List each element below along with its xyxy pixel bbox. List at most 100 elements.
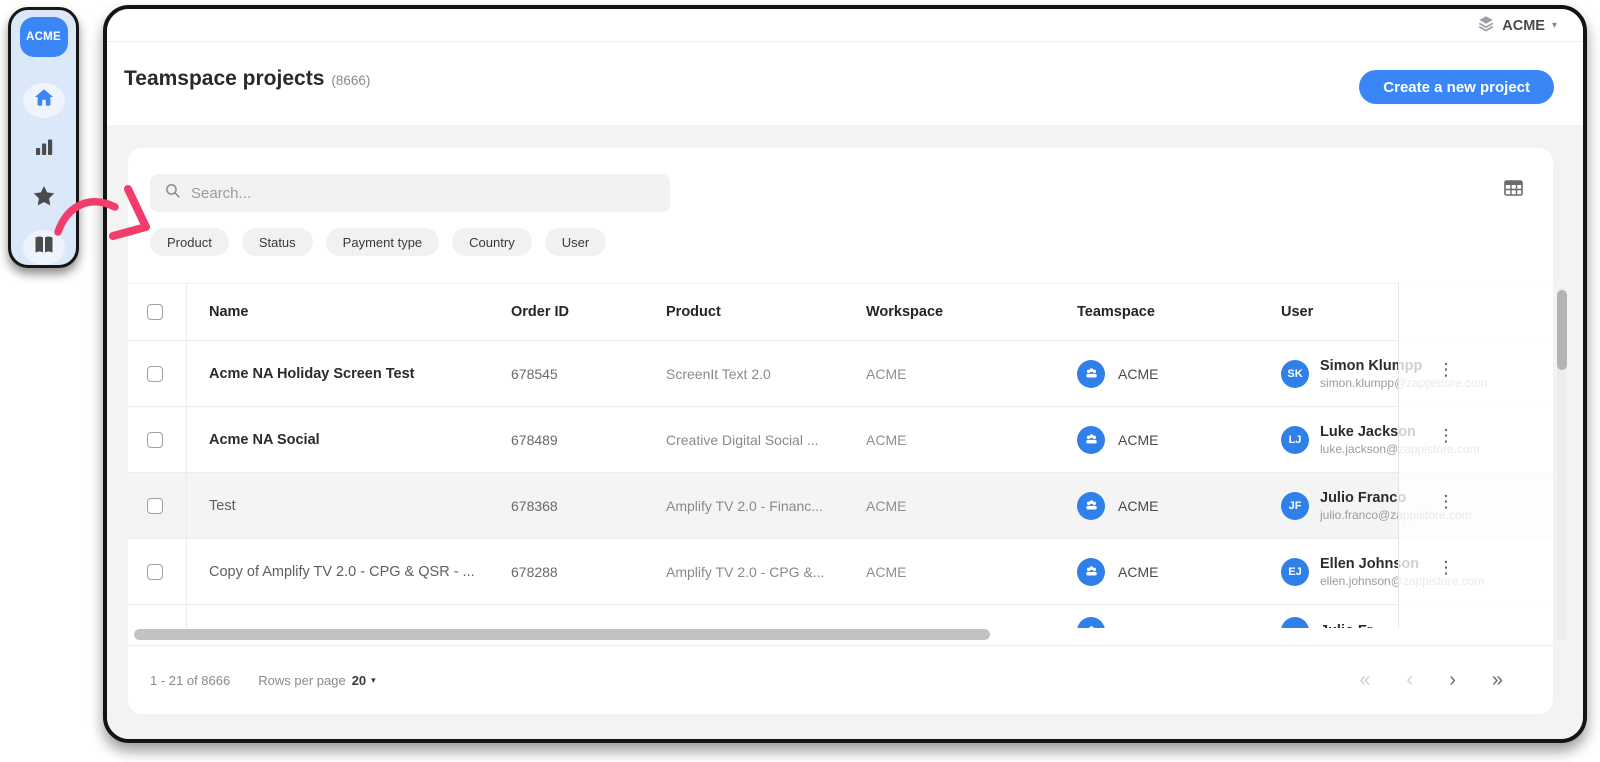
product-name: Amplify TV 2.0 - CPG &... [666, 563, 825, 580]
column-header-product[interactable]: Product [666, 304, 721, 320]
last-page-button[interactable]: » [1491, 669, 1503, 691]
workspace-value: ACME [866, 365, 907, 382]
teamspace-name: ACME [1118, 365, 1159, 382]
column-header-order-id[interactable]: Order ID [511, 304, 570, 320]
create-project-button[interactable]: Create a new project [1359, 70, 1554, 104]
row-menu-icon[interactable]: ⋮ [1437, 360, 1455, 379]
actions-column-divider [1398, 283, 1399, 628]
table-row[interactable]: Acme NA Holiday Screen Test 678545 Scree… [128, 341, 1553, 407]
row-menu-icon[interactable]: ⋮ [1437, 426, 1455, 445]
row-menu-icon[interactable]: ⋮ [1437, 558, 1455, 577]
row-checkbox[interactable] [147, 563, 163, 580]
table-row[interactable]: Copy of Amplify TV 2.0 - CPG & QSR - ...… [128, 539, 1553, 605]
avatar: SK [1281, 359, 1309, 388]
star-icon [31, 183, 57, 214]
row-menu-icon[interactable]: ⋮ [1437, 492, 1455, 511]
teamspace-group-icon [1077, 491, 1105, 520]
project-name: Acme NA Social [209, 431, 320, 448]
filter-chip-status[interactable]: Status [241, 228, 313, 256]
order-id: 678368 [511, 497, 558, 514]
filter-chip-payment-type[interactable]: Payment type [325, 228, 440, 256]
workspace-value: ACME [866, 497, 907, 514]
avatar [1281, 617, 1309, 628]
user-cell: Julio Fr [1281, 617, 1372, 628]
table-row[interactable]: Test 678368 Amplify TV 2.0 - Financ... A… [128, 473, 1553, 539]
bar-chart-icon [32, 135, 56, 164]
avatar: EJ [1281, 557, 1309, 586]
user-name: Julio Franco [1320, 489, 1407, 506]
horizontal-scrollbar[interactable] [134, 629, 990, 640]
layers-icon [1477, 14, 1495, 37]
projects-table: Name Order ID Product Workspace Teamspac… [128, 283, 1553, 628]
teamspace-cell [1077, 617, 1105, 628]
page-header: Teamspace projects (8666) [124, 67, 370, 91]
column-header-name[interactable]: Name [209, 304, 249, 320]
user-cell: JF Julio Franco julio.franco@zappistore.… [1281, 490, 1472, 522]
product-name: Amplify TV 2.0 - Financ... [666, 497, 823, 514]
actions-column-overlay [1399, 283, 1553, 628]
teamspace-group-icon [1077, 359, 1105, 388]
teamspace-name: ACME [1118, 563, 1159, 580]
acme-logo[interactable]: ACME [19, 17, 68, 57]
table-header-row: Name Order ID Product Workspace Teamspac… [128, 284, 1553, 341]
chevron-down-icon: ▾ [1551, 20, 1557, 31]
user-name: Ellen Johnson [1320, 555, 1420, 572]
top-bar: ACME ▾ [107, 9, 1583, 42]
vertical-scrollbar-track[interactable] [1557, 288, 1567, 640]
table-row-partial[interactable]: Julio Fr [128, 605, 1553, 628]
row-checkbox[interactable] [147, 365, 163, 382]
prev-page-button[interactable]: ‹ [1406, 669, 1414, 691]
row-checkbox[interactable] [147, 431, 163, 448]
next-page-button[interactable]: › [1449, 669, 1456, 691]
vertical-scrollbar-thumb[interactable] [1557, 290, 1567, 370]
search-input[interactable] [191, 184, 656, 202]
user-cell: SK Simon Klumpp simon.klumpp@zappistore.… [1281, 358, 1488, 390]
table-row[interactable]: Acme NA Social 678489 Creative Digital S… [128, 407, 1553, 473]
product-name: Creative Digital Social ... [666, 431, 819, 448]
chevron-down-icon[interactable]: ▾ [371, 674, 376, 685]
sidebar-item-home[interactable] [22, 83, 65, 118]
project-name: Test [209, 497, 236, 514]
teamspace-group-icon [1077, 425, 1105, 454]
teamspace-group-icon [1077, 617, 1105, 628]
user-name: Julio Fr [1320, 623, 1372, 628]
workspace-value: ACME [866, 431, 907, 448]
project-name: Copy of Amplify TV 2.0 - CPG & QSR - ... [209, 563, 475, 580]
column-divider [186, 283, 187, 628]
order-id: 678288 [511, 563, 558, 580]
workspace-value: ACME [866, 563, 907, 580]
product-name: ScreenIt Text 2.0 [666, 365, 771, 382]
column-header-user[interactable]: User [1281, 304, 1314, 320]
filter-chip-country[interactable]: Country [452, 228, 532, 256]
sidebar-item-analytics[interactable] [23, 132, 65, 167]
teamspace-cell: ACME [1077, 359, 1159, 388]
rows-per-page-label: Rows per page [258, 672, 346, 688]
filter-chip-user[interactable]: User [544, 228, 607, 256]
pagination-bar: 1 - 21 of 8666 Rows per page 20 ▾ « ‹ › … [128, 645, 1553, 714]
filter-chip-product[interactable]: Product [150, 228, 229, 256]
column-header-workspace[interactable]: Workspace [866, 304, 944, 320]
table-view-icon[interactable] [1504, 180, 1523, 201]
teamspace-cell: ACME [1077, 425, 1158, 454]
sidebar-item-favorites[interactable] [23, 181, 65, 216]
page-title: Teamspace projects [124, 67, 325, 90]
projects-card: Product Status Payment type Country User… [128, 148, 1553, 714]
select-all-checkbox[interactable] [147, 304, 163, 320]
order-id: 678545 [511, 365, 558, 382]
column-header-teamspace[interactable]: Teamspace [1077, 304, 1155, 320]
rows-per-page-select[interactable]: 20 [351, 672, 367, 688]
row-checkbox[interactable] [147, 497, 163, 514]
pager-controls: « ‹ › » [1359, 670, 1531, 690]
teamspace-group-icon [1077, 557, 1105, 586]
order-id: 678489 [511, 431, 558, 448]
app-sidebar: ACME [8, 7, 79, 268]
workspace-switcher[interactable]: ACME ▾ [1477, 9, 1557, 42]
open-book-icon [32, 233, 56, 262]
home-icon [32, 86, 56, 115]
workspace-name: ACME [1502, 17, 1545, 34]
sidebar-item-library[interactable] [22, 230, 65, 265]
teamspace-name: ACME [1118, 497, 1159, 514]
avatar: JF [1281, 491, 1309, 520]
first-page-button[interactable]: « [1359, 669, 1371, 691]
